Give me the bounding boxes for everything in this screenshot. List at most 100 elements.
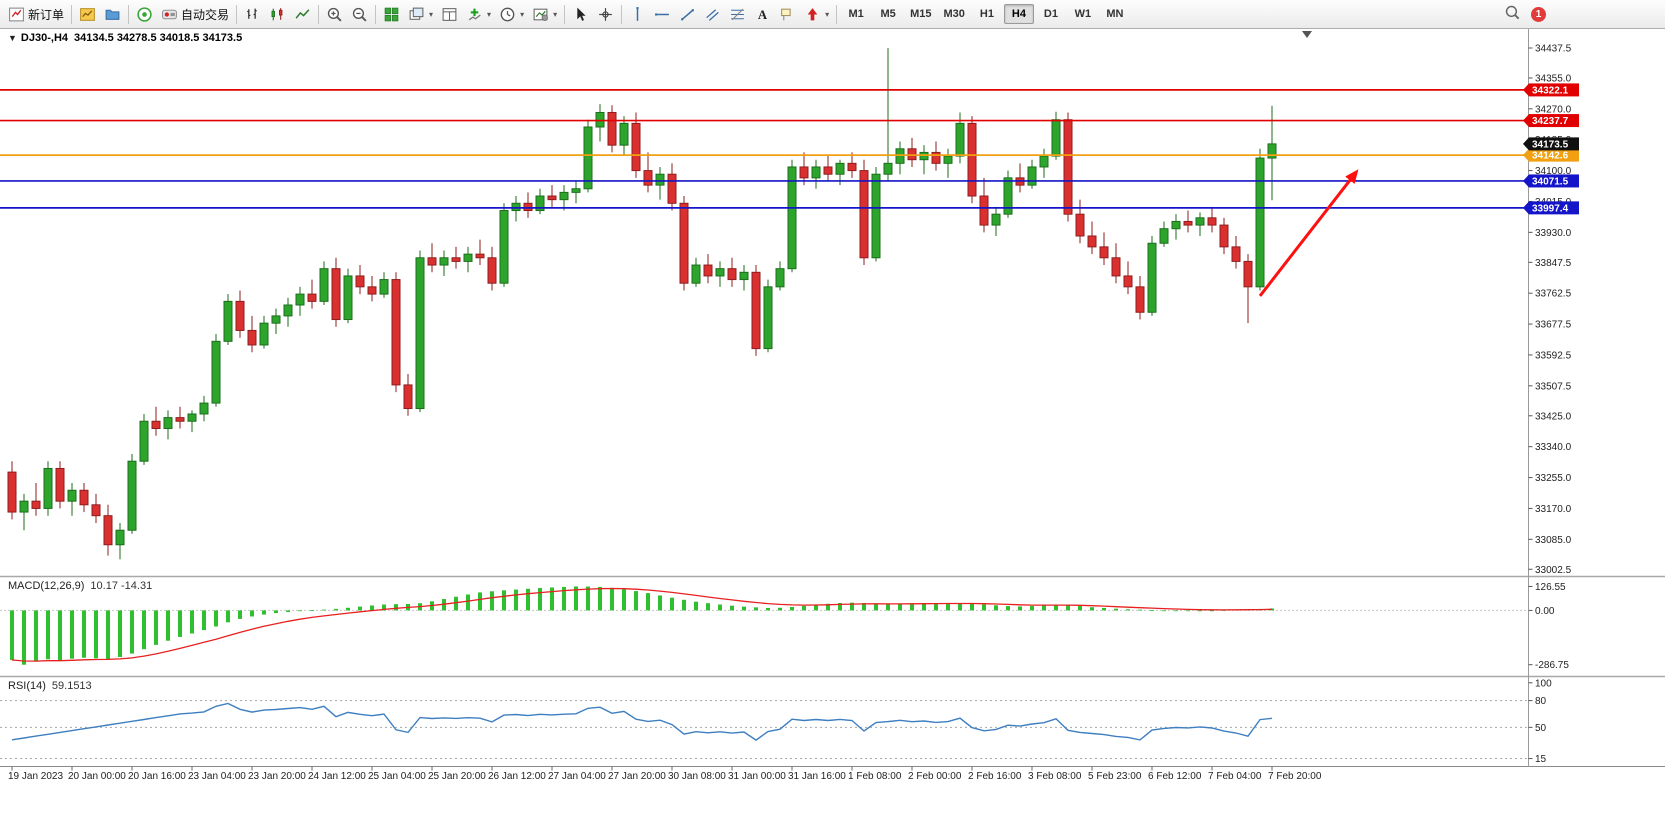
candle-body[interactable] xyxy=(295,293,305,306)
timeframe-m1-button[interactable]: M1 xyxy=(848,8,864,20)
candle-body[interactable] xyxy=(259,322,269,346)
timeframe-w1-button[interactable]: W1 xyxy=(1074,8,1092,20)
candle-body[interactable] xyxy=(631,122,641,172)
candle-body[interactable] xyxy=(367,286,377,295)
candle-body[interactable] xyxy=(1111,257,1121,277)
candle-body[interactable] xyxy=(1003,177,1013,215)
candle-body[interactable] xyxy=(1027,166,1037,186)
candle-body[interactable] xyxy=(1051,119,1061,157)
candle-body[interactable] xyxy=(7,471,17,513)
candle-body[interactable] xyxy=(763,286,773,350)
candle-body[interactable] xyxy=(127,460,137,531)
candle-body[interactable] xyxy=(955,122,965,157)
candle-body[interactable] xyxy=(847,162,857,172)
candle-body[interactable] xyxy=(547,195,557,201)
indicators-button[interactable]: ▾ xyxy=(462,0,495,29)
cursor-button[interactable] xyxy=(568,0,593,29)
autotrading-button[interactable]: 自动交易 xyxy=(157,0,233,29)
candle-body[interactable] xyxy=(1207,217,1217,226)
candle-body[interactable] xyxy=(859,170,869,259)
periods-button[interactable]: ▾ xyxy=(495,0,528,29)
candle-body[interactable] xyxy=(67,489,77,502)
candle-body[interactable] xyxy=(283,304,293,317)
candle-body[interactable] xyxy=(1063,119,1073,215)
candle-body[interactable] xyxy=(319,268,329,302)
data-window-button[interactable] xyxy=(437,0,462,29)
timeframe-h1-button[interactable]: H1 xyxy=(979,8,994,20)
candle-body[interactable] xyxy=(787,166,797,270)
candle-body[interactable] xyxy=(835,162,845,175)
profiles-button[interactable] xyxy=(100,0,125,29)
candle-body[interactable] xyxy=(1219,224,1229,248)
candle-body[interactable] xyxy=(943,155,953,164)
candle-body[interactable] xyxy=(643,170,653,186)
text-button[interactable]: A xyxy=(750,0,775,29)
timeframe-d1-button[interactable]: D1 xyxy=(1043,8,1058,20)
candle-body[interactable] xyxy=(991,213,1001,226)
timeframe-m5-button[interactable]: M5 xyxy=(880,8,896,20)
equidistant-channel-button[interactable] xyxy=(700,0,725,29)
candle-body[interactable] xyxy=(79,489,89,506)
crosshair-button[interactable] xyxy=(593,0,618,29)
candle-body[interactable] xyxy=(679,202,689,284)
candle-body[interactable] xyxy=(883,162,893,175)
candle-body[interactable] xyxy=(55,467,65,502)
candle-body[interactable] xyxy=(1099,246,1109,259)
candle-body[interactable] xyxy=(655,173,665,186)
candle-body[interactable] xyxy=(163,417,173,430)
horizontal-line-button[interactable] xyxy=(650,0,675,29)
candle-body[interactable] xyxy=(1171,220,1181,230)
timeframe-m30-button[interactable]: M30 xyxy=(943,8,965,20)
zoom-in-button[interactable] xyxy=(322,0,347,29)
candle-body[interactable] xyxy=(187,413,197,422)
candle-body[interactable] xyxy=(703,264,713,277)
candle-body[interactable] xyxy=(31,500,41,509)
candle-body[interactable] xyxy=(931,151,941,164)
one-click-trading-icon[interactable]: ▼ xyxy=(8,33,17,43)
candle-body[interactable] xyxy=(619,122,629,146)
candle-body[interactable] xyxy=(799,166,809,179)
timeframe-mn-button[interactable]: MN xyxy=(1106,8,1124,20)
candle-body[interactable] xyxy=(583,126,593,190)
candle-body[interactable] xyxy=(1159,228,1169,244)
candle-body[interactable] xyxy=(775,268,785,288)
candle-body[interactable] xyxy=(391,279,401,386)
candle-body[interactable] xyxy=(331,268,341,321)
candle-body[interactable] xyxy=(355,275,365,288)
candle-body[interactable] xyxy=(1243,260,1253,288)
candle-body[interactable] xyxy=(487,257,497,284)
zoom-out-button[interactable] xyxy=(347,0,372,29)
text-label-button[interactable] xyxy=(775,0,800,29)
candle-body[interactable] xyxy=(103,515,113,546)
candle-body[interactable] xyxy=(307,293,317,302)
candle-body[interactable] xyxy=(559,191,569,201)
candle-body[interactable] xyxy=(751,271,761,350)
candle-body[interactable] xyxy=(1135,286,1145,313)
candle-body[interactable] xyxy=(151,420,161,430)
templates-button[interactable]: ▾ xyxy=(528,0,561,29)
candle-body[interactable] xyxy=(499,210,509,284)
candle-body[interactable] xyxy=(667,173,677,204)
candle-body[interactable] xyxy=(523,202,533,212)
fibonacci-button[interactable] xyxy=(725,0,750,29)
new-chart-button[interactable] xyxy=(75,0,100,29)
candle-body[interactable] xyxy=(175,417,185,422)
chart-shift-marker[interactable] xyxy=(1302,31,1312,38)
candle-body[interactable] xyxy=(1123,275,1133,288)
trendline-button[interactable] xyxy=(675,0,700,29)
new-order-button[interactable]: 新订单 xyxy=(4,0,68,29)
sound-button[interactable] xyxy=(132,0,157,29)
vertical-line-button[interactable] xyxy=(625,0,650,29)
candle-body[interactable] xyxy=(211,340,221,404)
candle-body[interactable] xyxy=(535,195,545,212)
candle-body[interactable] xyxy=(199,402,209,415)
candle-body[interactable] xyxy=(271,315,281,324)
candle-body[interactable] xyxy=(1075,213,1085,237)
candle-body[interactable] xyxy=(247,329,257,346)
candle-body[interactable] xyxy=(823,166,833,175)
candle-body[interactable] xyxy=(427,257,437,266)
candle-body[interactable] xyxy=(1087,235,1097,248)
line-chart-button[interactable] xyxy=(290,0,315,29)
candle-body[interactable] xyxy=(463,253,473,262)
